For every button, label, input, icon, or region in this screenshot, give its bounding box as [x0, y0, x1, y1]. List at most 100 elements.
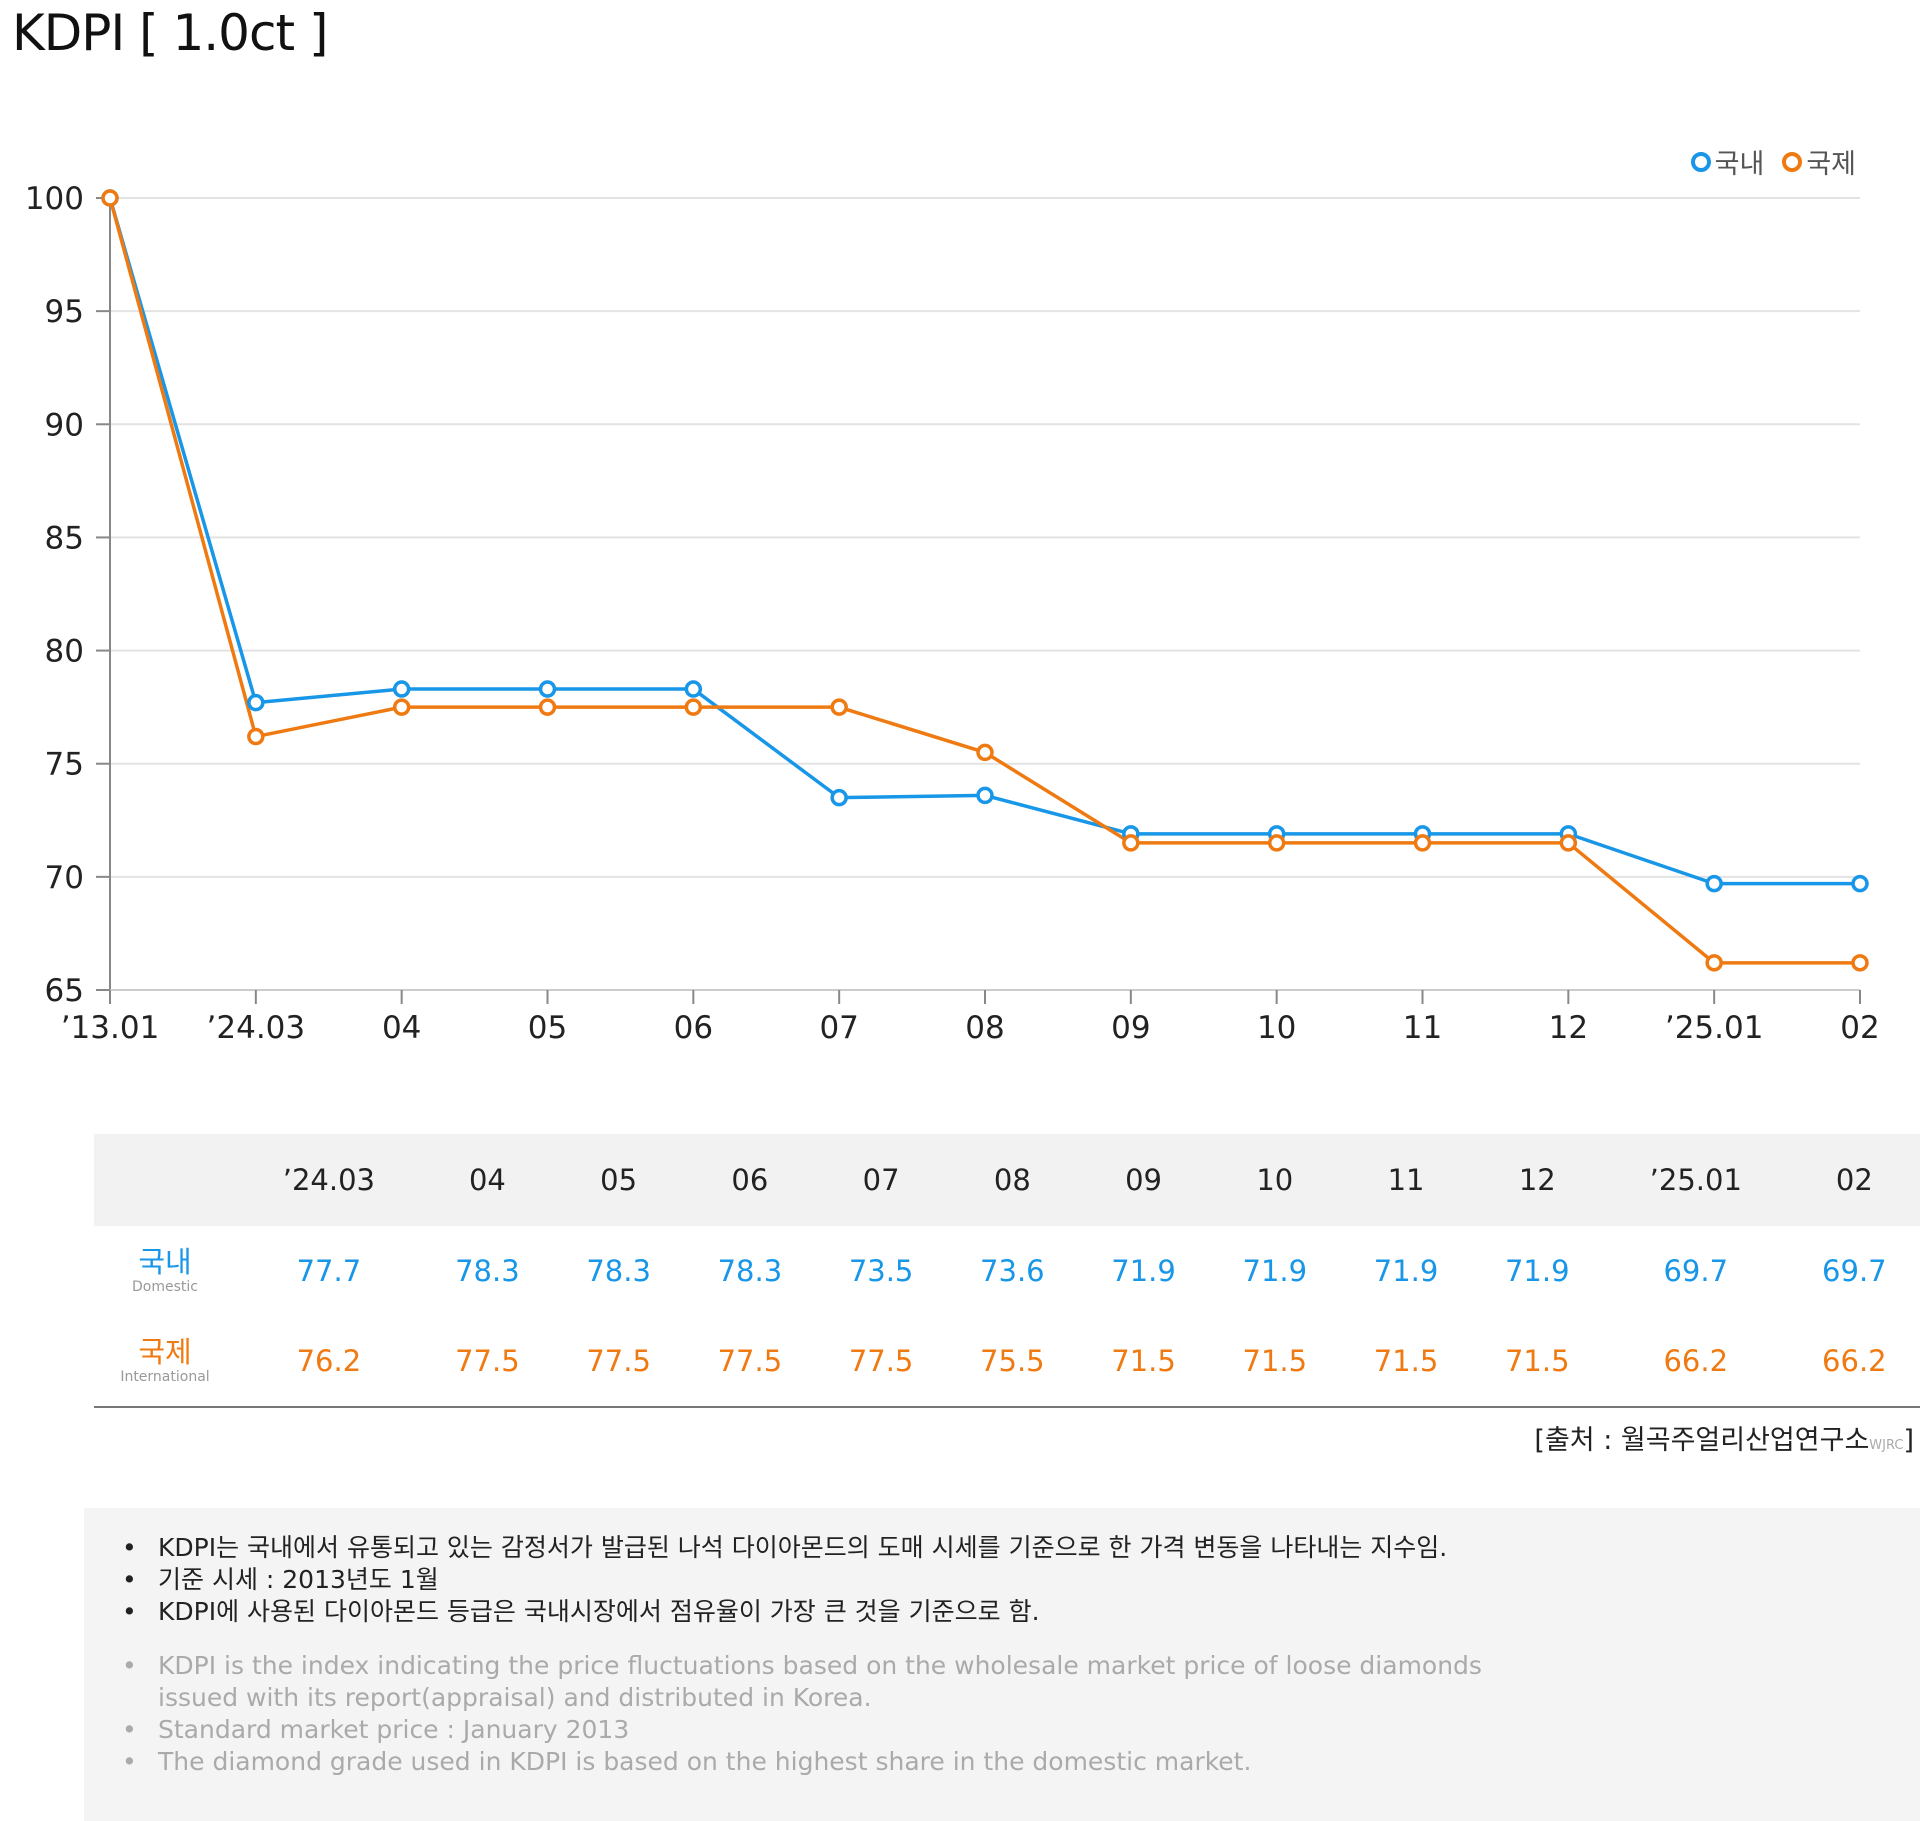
international-data-point [1851, 954, 1869, 972]
international-data-point [1559, 834, 1578, 852]
table-cell: 66.2 [1602, 1316, 1789, 1408]
source-close: ] [1903, 1425, 1914, 1456]
table-cell: 78.3 [717, 1254, 783, 1288]
international-data-point [1122, 834, 1140, 852]
table-cell: 71.5 [1209, 1316, 1341, 1408]
table-cell: 77.5 [815, 1316, 947, 1408]
table-cell: 69.7 [1663, 1254, 1729, 1288]
table-cell: 77.5 [553, 1316, 685, 1408]
note-item: 기준 시세 : 2013년도 1월 [122, 1564, 1920, 1596]
legend-label-international: 국제 [1806, 149, 1856, 180]
international-marker-icon [1782, 151, 1803, 172]
table-header: ’25.01 [1602, 1134, 1789, 1226]
table-header: 02 [1788, 1134, 1920, 1226]
note-item: KDPI is the index indicating the price f… [122, 1650, 1518, 1714]
x-tick-label: ’13.01 [61, 1010, 160, 1046]
note-item: KDPI는 국내에서 유통되고 있는 감정서가 발급된 나석 다이아몬드의 도매… [122, 1532, 1920, 1564]
domestic-data-point [392, 680, 411, 698]
international-data-point [976, 743, 994, 762]
table-cell: 77.5 [421, 1316, 554, 1408]
legend-item-international: 국제 [1782, 142, 1856, 181]
table-corner [94, 1134, 236, 1226]
chart-legend: 국내 국제 [1690, 142, 1856, 181]
legend-label-domestic: 국내 [1714, 149, 1765, 180]
legend-item-domestic: 국내 [1690, 142, 1765, 181]
x-tick-label: 09 [1111, 1010, 1150, 1046]
international-data-point [392, 698, 411, 716]
table-header: 12 [1471, 1134, 1603, 1226]
table-header: 09 [1077, 1134, 1210, 1226]
table-cell: 71.9 [1504, 1254, 1570, 1288]
y-tick-label: 85 [45, 520, 84, 556]
x-tick-label: 10 [1257, 1010, 1296, 1046]
table-header: 11 [1340, 1134, 1472, 1226]
table-cell: 77.7 [296, 1254, 362, 1288]
notes-english: KDPI is the index indicating the price f… [84, 1628, 1920, 1778]
table-cell: 71.9 [1111, 1254, 1176, 1288]
table-header: 05 [553, 1134, 685, 1226]
x-tick-label: ’25.01 [1665, 1010, 1764, 1046]
row-header-domestic: 국내 Domestic [94, 1226, 236, 1316]
y-tick-label: 70 [45, 860, 84, 896]
y-tick-label: 95 [45, 294, 84, 330]
table-cell: 73.5 [848, 1254, 914, 1288]
notes-box: KDPI는 국내에서 유통되고 있는 감정서가 발급된 나석 다이아몬드의 도매… [84, 1508, 1920, 1821]
international-data-point [101, 189, 119, 207]
table-header: 06 [684, 1134, 816, 1226]
note-item: KDPI에 사용된 다이아몬드 등급은 국내시장에서 점유율이 가장 큰 것을 … [122, 1596, 1920, 1628]
domestic-marker-icon [1690, 151, 1711, 172]
page-title: KDPI [ 1.0ct ] [12, 4, 328, 62]
source-credit: [출처 : 월곡주얼리산업연구소WJRC] [1534, 1418, 1914, 1457]
table-cell: 77.5 [684, 1316, 816, 1408]
x-tick-label: 05 [528, 1010, 567, 1046]
table-cell: 71.9 [1242, 1254, 1308, 1288]
table-cell: 71.9 [1373, 1254, 1439, 1288]
x-tick-label: 02 [1840, 1010, 1879, 1046]
x-tick-label: 12 [1549, 1010, 1588, 1046]
row-sublabel: International [120, 1369, 210, 1385]
table-header: 04 [421, 1134, 554, 1226]
table-cell: 71.5 [1340, 1316, 1472, 1408]
domestic-data-point [538, 680, 557, 698]
y-tick-label: 75 [45, 747, 84, 783]
notes-korean: KDPI는 국내에서 유통되고 있는 감정서가 발급된 나석 다이아몬드의 도매… [84, 1508, 1920, 1628]
x-tick-label: 08 [965, 1010, 1004, 1046]
x-tick-label: 06 [674, 1010, 713, 1046]
international-data-point [538, 698, 557, 716]
international-data-point [1705, 954, 1723, 972]
note-item: Standard market price : January 2013 [122, 1714, 1920, 1746]
row-label: 국내 [138, 1245, 192, 1279]
x-tick-label: 04 [382, 1010, 421, 1046]
international-series-line [108, 197, 1860, 965]
domestic-data-point [684, 680, 703, 698]
domestic-data-point [1705, 874, 1723, 893]
table-cell: 75.5 [946, 1316, 1078, 1408]
row-sublabel: Domestic [132, 1279, 198, 1295]
international-data-point [830, 698, 848, 716]
domestic-data-point [1851, 874, 1869, 893]
note-item: The diamond grade used in KDPI is based … [122, 1746, 1920, 1778]
source-abbr: WJRC [1869, 1438, 1904, 1453]
table-row-international: 국제 International 76.2 77.5 77.5 77.5 77.… [94, 1316, 1920, 1408]
international-data-point [1413, 834, 1432, 852]
domestic-data-point [247, 693, 265, 712]
domestic-data-point [976, 786, 994, 805]
table-cell: 71.5 [1077, 1316, 1210, 1408]
table-cell: 73.6 [980, 1254, 1045, 1288]
international-data-point [247, 727, 265, 746]
table-header: ’24.03 [236, 1134, 422, 1226]
domestic-data-point [830, 788, 848, 807]
y-tick-label: 100 [25, 181, 84, 217]
table-cell: 78.3 [586, 1254, 651, 1288]
y-tick-label: 80 [45, 634, 84, 670]
data-table: ’24.03 04 05 06 07 08 09 10 11 12 ’25.01… [94, 1134, 1920, 1408]
table-cell: 76.2 [236, 1316, 422, 1408]
x-tick-label: 07 [819, 1010, 858, 1046]
table-row-domestic: 국내 Domestic 77.7 78.3 78.3 78.3 73.5 73.… [94, 1226, 1920, 1316]
row-label: 국제 [138, 1335, 192, 1369]
table-cell: 66.2 [1788, 1316, 1920, 1408]
y-tick-label: 65 [45, 973, 84, 1009]
x-tick-label: ’24.03 [207, 1010, 306, 1046]
table-cell: 78.3 [455, 1254, 520, 1288]
table-header-row: ’24.03 04 05 06 07 08 09 10 11 12 ’25.01… [94, 1134, 1920, 1226]
